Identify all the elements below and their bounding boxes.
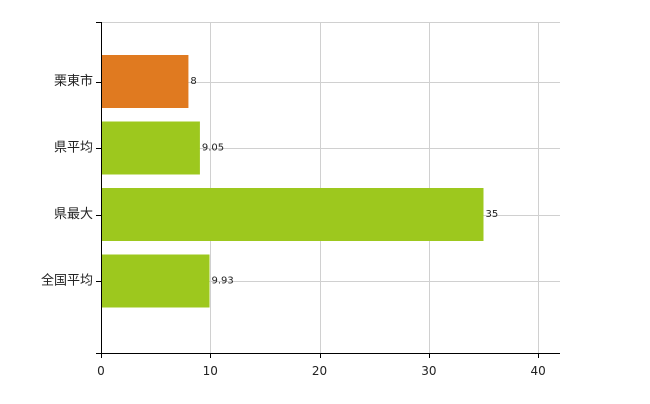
bar-2 [102,121,200,175]
x-tick-label: 20 [312,364,327,378]
bar-3 [102,188,484,241]
x-tick-label: 30 [421,364,436,378]
category-label: 全国平均 [41,273,93,289]
x-tick-label: 40 [531,364,546,378]
bar-1 [102,55,189,108]
x-tick-label: 10 [203,364,218,378]
category-label: 栗東市 [54,73,93,89]
data-label: 9.93 [212,276,234,287]
data-label: 9.05 [202,143,224,154]
data-label: 35 [486,209,499,220]
bar-4 [102,254,210,308]
category-label: 県平均 [54,141,93,156]
category-label: 県最大 [54,207,93,222]
bars [102,55,484,308]
axes [96,22,560,358]
x-tick-label: 0 [97,364,105,378]
data-label: 8 [190,76,196,87]
